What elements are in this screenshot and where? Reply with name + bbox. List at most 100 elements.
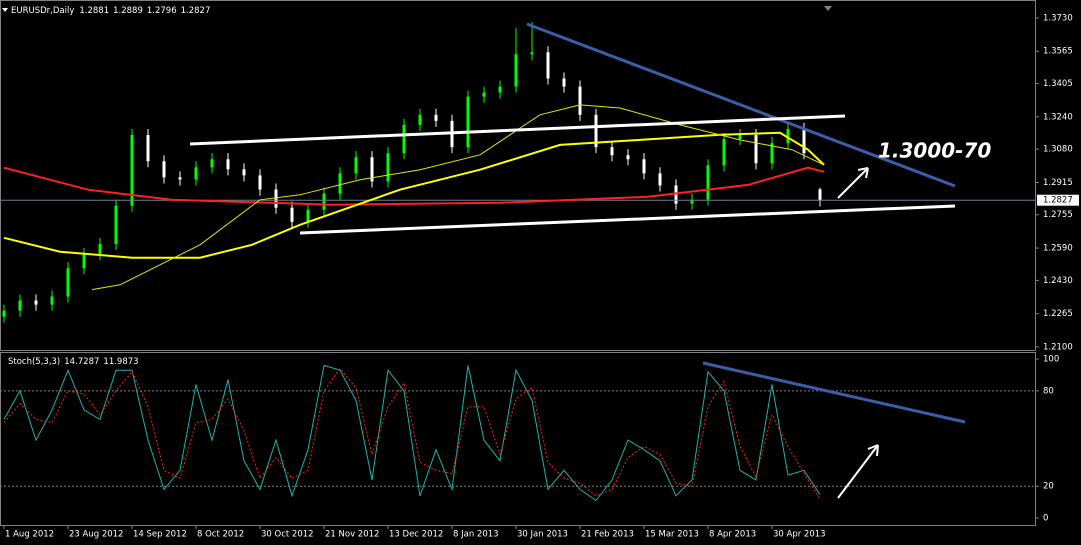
candle-body — [274, 189, 278, 208]
x-tick-label: 8 Jan 2013 — [453, 530, 499, 540]
candle-body — [658, 173, 662, 186]
candle-body — [770, 143, 774, 164]
header-high: 1.2889 — [113, 6, 143, 16]
x-tick-label: 21 Feb 2013 — [581, 530, 634, 540]
header-close: 1.2827 — [181, 6, 211, 16]
candle-body — [162, 161, 166, 178]
candle-body — [98, 244, 102, 255]
candle-body — [738, 135, 742, 140]
arrow — [837, 444, 879, 499]
stoch-d-value: 11.9873 — [103, 357, 138, 367]
x-tick-label: 30 Apr 2013 — [773, 530, 826, 540]
current-price-box — [1037, 194, 1079, 206]
candle-body — [210, 159, 214, 168]
candle-body — [130, 135, 134, 206]
candle-body — [178, 177, 182, 180]
candle-body — [594, 114, 598, 148]
x-tick-label: 30 Jan 2013 — [517, 530, 568, 540]
candle-body — [290, 207, 294, 222]
x-tick-label: 13 Dec 2012 — [389, 530, 443, 540]
stoch-panel — [0, 352, 1036, 526]
series-line — [91, 104, 825, 291]
series-line — [3, 131, 825, 259]
y-tick-label: 1.2265 — [1043, 309, 1073, 319]
series-line — [3, 364, 821, 502]
candle-body — [338, 173, 342, 194]
x-tick-label: 23 Aug 2012 — [69, 530, 123, 540]
stoch-header: Stoch(5,3,3) 14.7287 11.9873 — [8, 357, 139, 367]
candle-body — [466, 96, 470, 148]
candle-body — [546, 52, 550, 79]
drawings: 1.3000-70 — [189, 22, 991, 499]
candle-body — [418, 114, 422, 125]
y-tick-label: 1.2915 — [1043, 178, 1073, 188]
candle-body — [18, 300, 22, 311]
x-tick-label: 8 Apr 2013 — [709, 530, 756, 540]
y-tick-label: 1.2590 — [1043, 244, 1073, 254]
x-tick-label: 15 Mar 2013 — [645, 530, 699, 540]
candle-body — [530, 52, 534, 55]
channel-line — [189, 114, 846, 146]
candle-body — [402, 124, 406, 154]
candle-body — [642, 159, 646, 174]
trend-line — [526, 22, 956, 188]
stoch-k-value: 14.7287 — [64, 357, 99, 367]
price-panel — [0, 0, 1036, 351]
y-tick-label: 0 — [1043, 514, 1048, 524]
x-tick-label: 21 Nov 2012 — [325, 530, 379, 540]
candle-body — [370, 157, 374, 182]
x-tick-label: 30 Oct 2012 — [261, 530, 314, 540]
scroll-marker — [824, 6, 832, 11]
candle-body — [306, 209, 310, 222]
candle-body — [114, 205, 118, 245]
candle-body — [722, 139, 726, 166]
arrow — [837, 167, 869, 199]
y-tick-label: 1.2100 — [1043, 342, 1073, 352]
y-tick-label: 1.3240 — [1043, 112, 1073, 122]
y-tick-label: 1.2755 — [1043, 210, 1073, 220]
menu-arrow — [2, 8, 8, 12]
candle-body — [754, 135, 758, 164]
candle-body — [578, 86, 582, 115]
header-open: 1.2881 — [79, 6, 109, 16]
candle-body — [626, 155, 630, 160]
channel-line — [299, 204, 956, 235]
header-low: 1.2796 — [147, 6, 177, 16]
y-tick-label: 1.3080 — [1043, 145, 1073, 155]
plot: 1.3730 1.3565 1.3405 1.3240 1.3080 1.2915 1.27… — [0, 13, 1079, 540]
x-tick-label: 1 Aug 2012 — [5, 530, 54, 540]
series-line — [3, 166, 825, 206]
annotation: 1.3000-70 — [878, 139, 991, 163]
candle-body — [610, 147, 614, 156]
candle-body — [690, 199, 694, 204]
candle-body — [706, 165, 710, 200]
candle-body — [2, 310, 6, 317]
candle-body — [242, 169, 246, 176]
y-tick-label: 1.3405 — [1043, 79, 1073, 89]
symbol-title: EURUSDr,Daily — [11, 6, 74, 16]
y-tick-label: 1.2430 — [1043, 276, 1073, 286]
price-header: EURUSDr,Daily 1.2881 1.2889 1.2796 1.2827 — [11, 6, 210, 16]
candle-body — [146, 135, 150, 162]
candle-body — [226, 159, 230, 170]
candle-body — [482, 92, 486, 97]
candle-body — [434, 114, 438, 121]
y-tick-label: 1.3730 — [1043, 13, 1073, 23]
y-tick-label: 1.3565 — [1043, 47, 1073, 57]
trend-line — [702, 361, 966, 424]
current-price-label: 1.2827 — [1043, 196, 1073, 206]
series-line — [3, 367, 821, 500]
candle-body — [50, 296, 54, 305]
candle-body — [354, 157, 358, 174]
candle-body — [82, 254, 86, 269]
y-tick-label: 20 — [1043, 482, 1054, 492]
candle-body — [562, 78, 566, 87]
candle-body — [498, 86, 502, 93]
candle-body — [34, 300, 38, 305]
stoch-title: Stoch(5,3,3) — [8, 357, 60, 367]
candle-body — [386, 153, 390, 182]
y-tick-label: 80 — [1043, 386, 1054, 396]
